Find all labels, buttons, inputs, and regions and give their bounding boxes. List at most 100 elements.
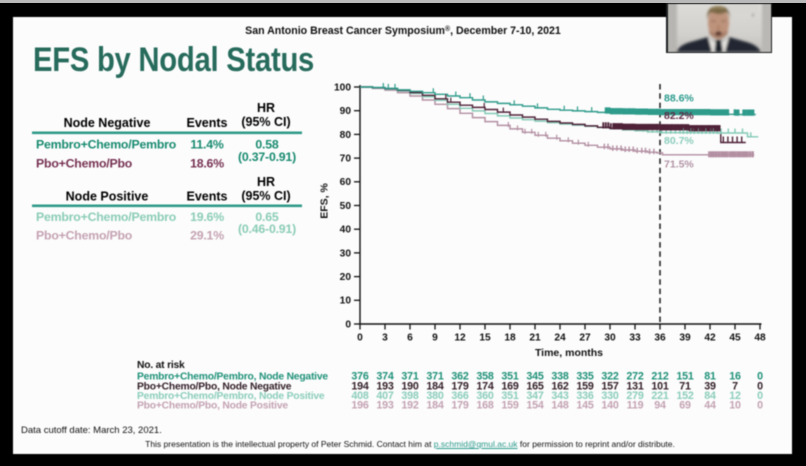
svg-text:100: 100 xyxy=(334,82,351,93)
svg-text:338: 338 xyxy=(551,371,568,383)
svg-text:212: 212 xyxy=(651,371,668,383)
svg-text:18: 18 xyxy=(504,333,516,344)
svg-text:Pembro+Chemo/Pembro: Pembro+Chemo/Pembro xyxy=(36,210,177,224)
svg-text:145: 145 xyxy=(576,400,593,412)
svg-text:Pbo+Chemo/Pbo, Node Positive: Pbo+Chemo/Pbo, Node Positive xyxy=(137,401,288,412)
svg-text:Pembro+Chemo/Pembro, Node Nega: Pembro+Chemo/Pembro, Node Negative xyxy=(137,372,328,383)
svg-text:184: 184 xyxy=(426,381,443,393)
svg-text:0: 0 xyxy=(357,333,363,344)
svg-text:360: 360 xyxy=(476,390,493,402)
svg-text:39: 39 xyxy=(704,381,716,393)
svg-text:45: 45 xyxy=(729,333,741,344)
svg-text:119: 119 xyxy=(627,400,644,412)
svg-text:159: 159 xyxy=(576,381,593,393)
svg-text:No. at risk: No. at risk xyxy=(137,360,185,371)
svg-text:366: 366 xyxy=(451,390,468,402)
svg-text:272: 272 xyxy=(626,371,643,383)
svg-text:358: 358 xyxy=(476,371,493,383)
svg-text:376: 376 xyxy=(351,371,368,383)
svg-text:179: 179 xyxy=(451,381,468,393)
svg-text:279: 279 xyxy=(626,390,643,402)
svg-text:30: 30 xyxy=(604,333,616,344)
svg-text:152: 152 xyxy=(676,390,693,402)
svg-text:9: 9 xyxy=(432,333,438,344)
svg-text:90: 90 xyxy=(340,106,352,117)
svg-text:(95% CI): (95% CI) xyxy=(241,189,290,203)
svg-text:12: 12 xyxy=(729,390,741,402)
svg-text:343: 343 xyxy=(551,390,568,402)
svg-text:157: 157 xyxy=(601,381,618,393)
svg-text:374: 374 xyxy=(376,371,393,383)
svg-text:168: 168 xyxy=(476,400,493,412)
svg-text:40: 40 xyxy=(340,225,352,236)
svg-text:71: 71 xyxy=(679,381,691,393)
svg-text:0: 0 xyxy=(757,390,763,402)
svg-text:159: 159 xyxy=(501,400,518,412)
svg-text:(95% CI): (95% CI) xyxy=(241,115,290,129)
svg-text:179: 179 xyxy=(451,400,468,412)
svg-text:140: 140 xyxy=(601,400,618,412)
svg-text:24: 24 xyxy=(554,333,566,344)
svg-text:169: 169 xyxy=(501,381,518,393)
svg-text:94: 94 xyxy=(654,400,666,412)
svg-text:162: 162 xyxy=(551,381,568,393)
svg-text:50: 50 xyxy=(340,201,352,212)
svg-text:Pembro+Chemo/Pembro, Node Posi: Pembro+Chemo/Pembro, Node Positive xyxy=(137,391,325,402)
svg-text:81: 81 xyxy=(704,371,716,383)
svg-text:80.7%: 80.7% xyxy=(664,135,694,147)
svg-text:0: 0 xyxy=(757,381,763,393)
svg-text:20: 20 xyxy=(340,272,352,283)
svg-text:148: 148 xyxy=(551,400,568,412)
svg-text:408: 408 xyxy=(351,390,368,402)
svg-text:Node Negative: Node Negative xyxy=(64,116,151,130)
svg-text:0: 0 xyxy=(757,371,763,383)
svg-text:Pbo+Chemo/Pbo: Pbo+Chemo/Pbo xyxy=(36,157,133,171)
svg-text:0: 0 xyxy=(757,400,763,412)
svg-text:193: 193 xyxy=(376,400,393,412)
svg-text:407: 407 xyxy=(376,390,393,402)
svg-text:131: 131 xyxy=(626,381,643,393)
svg-text:221: 221 xyxy=(651,390,668,402)
svg-text:0: 0 xyxy=(345,319,351,330)
svg-text:Pbo+Chemo/Pbo, Node Negative: Pbo+Chemo/Pbo, Node Negative xyxy=(137,382,292,393)
svg-text:HR: HR xyxy=(257,101,275,115)
svg-text:18.6%: 18.6% xyxy=(190,157,224,171)
svg-text:EFS, %: EFS, % xyxy=(319,183,331,219)
svg-text:3: 3 xyxy=(382,333,388,344)
svg-text:44: 44 xyxy=(704,400,716,412)
svg-text:336: 336 xyxy=(576,390,593,402)
svg-text:0.65: 0.65 xyxy=(255,210,278,224)
svg-text:371: 371 xyxy=(401,371,418,383)
svg-text:371: 371 xyxy=(426,371,443,383)
svg-text:Time, months: Time, months xyxy=(535,347,603,359)
svg-text:21: 21 xyxy=(529,333,541,344)
svg-text:HR: HR xyxy=(257,175,275,189)
svg-text:165: 165 xyxy=(526,381,543,393)
svg-text:345: 345 xyxy=(526,371,543,383)
svg-text:42: 42 xyxy=(704,333,716,344)
svg-text:16: 16 xyxy=(729,371,741,383)
svg-text:184: 184 xyxy=(426,400,443,412)
svg-text:33: 33 xyxy=(629,333,641,344)
svg-text:19.6%: 19.6% xyxy=(190,210,224,224)
svg-text:36: 36 xyxy=(654,333,666,344)
svg-text:0.58: 0.58 xyxy=(255,138,278,152)
svg-text:88.6%: 88.6% xyxy=(664,93,694,105)
svg-text:196: 196 xyxy=(351,400,368,412)
svg-text:(0.46-0.91): (0.46-0.91) xyxy=(238,222,296,236)
svg-text:12: 12 xyxy=(454,333,466,344)
svg-text:69: 69 xyxy=(679,400,691,412)
svg-text:154: 154 xyxy=(526,400,543,412)
svg-text:7: 7 xyxy=(732,381,738,393)
svg-text:174: 174 xyxy=(476,381,493,393)
svg-text:Events: Events xyxy=(187,116,228,130)
svg-text:27: 27 xyxy=(579,333,591,344)
svg-text:194: 194 xyxy=(351,381,368,393)
svg-text:101: 101 xyxy=(651,381,668,393)
svg-text:351: 351 xyxy=(501,390,518,402)
svg-text:362: 362 xyxy=(451,371,468,383)
svg-text:330: 330 xyxy=(601,390,618,402)
svg-text:15: 15 xyxy=(479,333,491,344)
svg-text:351: 351 xyxy=(501,371,518,383)
svg-text:Pembro+Chemo/Pembro: Pembro+Chemo/Pembro xyxy=(36,138,177,152)
